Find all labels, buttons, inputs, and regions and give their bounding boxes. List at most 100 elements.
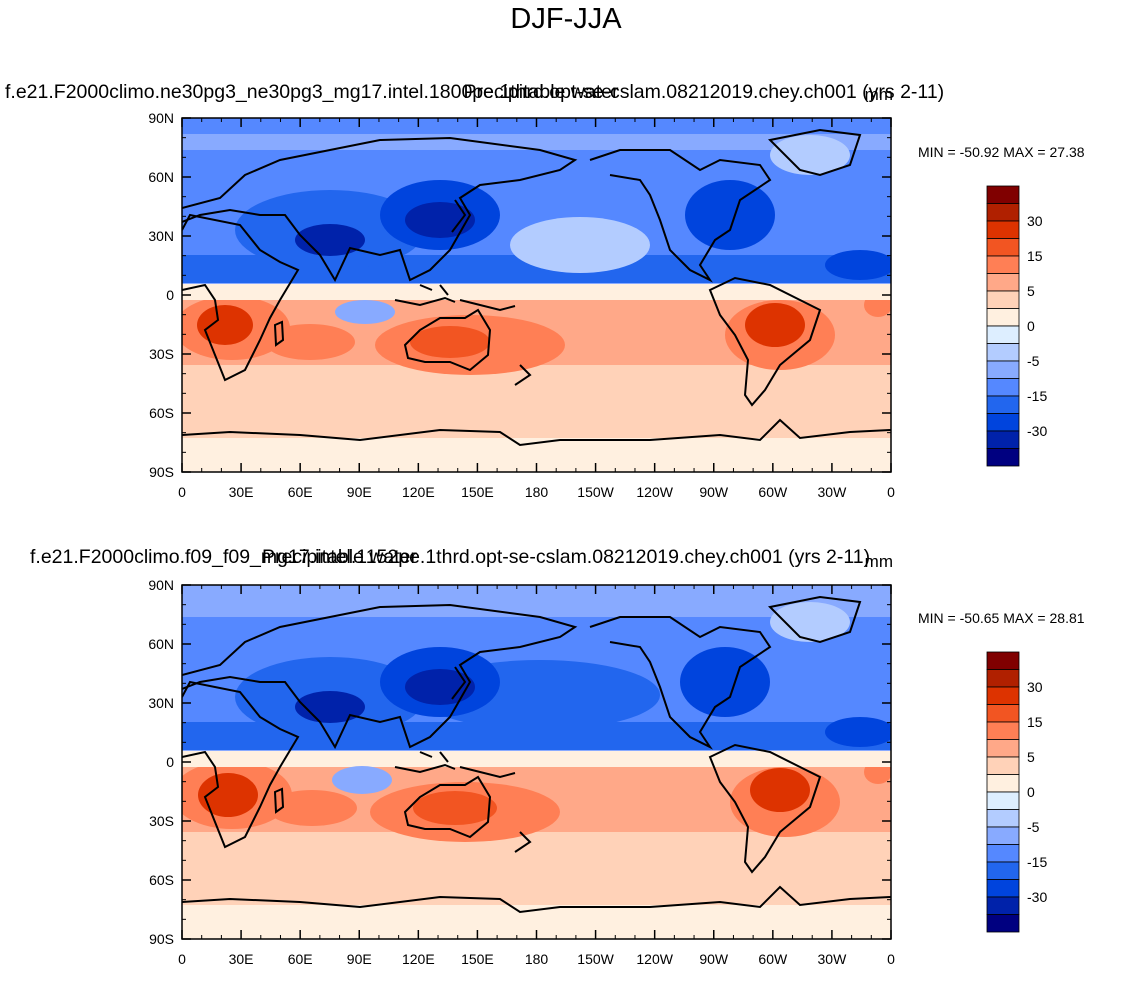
x-tick-label: 60E xyxy=(288,484,313,500)
panel-2-colorbar: 30 15 5 0 -5 -15 -30 xyxy=(986,651,1047,933)
panel-2-coast-africa xyxy=(182,680,300,849)
colorbar-swatch xyxy=(986,809,1020,828)
panel-1-coast-africa xyxy=(182,213,300,382)
figure-title: DJF-JJA xyxy=(510,3,622,35)
panel-1-coast-nz xyxy=(514,364,532,386)
x-tick-label: 150E xyxy=(461,484,494,500)
panel-2-coast-japan xyxy=(451,666,467,700)
panel-2-blob-japan-core xyxy=(405,669,475,705)
panel-1-blob-pacific-light xyxy=(510,217,650,273)
colorbar-swatch xyxy=(986,273,1020,292)
panel-1-variable-label: Precipitable water xyxy=(464,81,619,103)
colorbar-label: -5 xyxy=(1027,353,1040,369)
x-tick-label: 120E xyxy=(402,484,435,500)
panel-1-blob-namerica xyxy=(685,180,775,250)
colorbar-swatch xyxy=(986,308,1020,327)
colorbar-label: 15 xyxy=(1027,248,1043,264)
panel-1-y-ticks: 90N 60N 30N 0 30S 60S 90S xyxy=(148,110,891,480)
y-tick-label: 60S xyxy=(149,405,174,421)
x-tick-label: 120E xyxy=(402,951,435,967)
panel-2-coast-antarctica xyxy=(182,885,891,914)
panel-1-colorbar: 30 15 5 0 -5 -15 -30 xyxy=(986,185,1047,467)
panel-1-x-ticks: 0 30E 60E 90E 120E 150E 180 150W 120W 90W 60W 30W 0 xyxy=(178,118,895,500)
y-tick-label: 60N xyxy=(148,636,174,652)
colorbar-swatch xyxy=(986,343,1020,362)
colorbar-swatch xyxy=(986,325,1020,344)
x-tick-label: 90W xyxy=(699,484,729,500)
panel-1-coast-indonesia xyxy=(394,284,516,312)
y-tick-label: 0 xyxy=(166,287,174,303)
panel-2-minmax: MIN = -50.65 MAX = 28.81 xyxy=(918,610,1085,626)
x-tick-label: 180 xyxy=(525,951,549,967)
colorbar-swatch xyxy=(986,721,1020,740)
panel-1-blob-indian xyxy=(265,324,355,360)
colorbar-swatch xyxy=(986,255,1020,274)
panel-2-x-ticks: 0 30E 60E 90E 120E 150E 180 150W 120W 90W 60W 30W 0 xyxy=(178,585,895,967)
panel-2-coast-indonesia xyxy=(394,751,516,779)
x-tick-label: 30W xyxy=(818,484,848,500)
colorbar-swatch xyxy=(986,238,1020,257)
colorbar-swatch xyxy=(986,914,1020,933)
colorbar-label: -15 xyxy=(1027,854,1047,870)
y-tick-label: 90S xyxy=(149,464,174,480)
panel-1-blob-greenland xyxy=(770,135,850,175)
panel-2-blob-greenland xyxy=(770,602,850,642)
x-tick-label: 30E xyxy=(229,484,254,500)
panel-2: f.e21.F2000climo.f09_f09_mg17.intel.1152… xyxy=(30,546,1085,967)
panel-2-coastlines xyxy=(182,595,891,914)
colorbar-swatch xyxy=(986,844,1020,863)
colorbar-label: 5 xyxy=(1027,749,1035,765)
panel-2-case-label: f.e21.F2000climo.f09_f09_mg17.intel.1152… xyxy=(30,546,870,568)
colorbar-swatch xyxy=(986,220,1020,239)
panel-2-coast-nz xyxy=(514,831,532,853)
panel-1-coast-greenland xyxy=(767,128,862,177)
panel-1: f.e21.F2000climo.ne30pg3_ne30pg3_mg17.in… xyxy=(5,81,1085,500)
colorbar-swatch xyxy=(986,774,1020,793)
panel-2-band-eq xyxy=(182,749,891,767)
panel-2-coast-samerica xyxy=(708,743,822,874)
panel-1-coast-madagascar xyxy=(273,320,285,347)
panel-2-coast-greenland xyxy=(767,595,862,644)
panel-1-blob-wpac-cool xyxy=(335,300,395,324)
panel-2-blob-australia-core xyxy=(413,791,497,825)
colorbar-label: -5 xyxy=(1027,819,1040,835)
panel-2-blob-samerica-core xyxy=(750,768,810,812)
panel-2-blob-africa-core xyxy=(198,773,258,817)
panel-1-blob-japan-core xyxy=(405,202,475,238)
x-tick-label: 150W xyxy=(577,484,614,500)
y-tick-label: 90S xyxy=(149,931,174,947)
panel-1-band-eq xyxy=(182,282,891,300)
x-tick-label: 150W xyxy=(577,951,614,967)
colorbar-swatch xyxy=(986,826,1020,845)
x-tick-label: 30E xyxy=(229,951,254,967)
panel-2-blob-wpac-cool xyxy=(332,766,392,794)
y-tick-label: 30S xyxy=(149,813,174,829)
panel-2-blob-indian xyxy=(267,790,357,826)
colorbar-swatch xyxy=(986,896,1020,915)
colorbar-swatch xyxy=(986,378,1020,397)
panel-2-field xyxy=(182,585,891,939)
panel-2-blob-namerica xyxy=(680,647,770,717)
x-tick-label: 30W xyxy=(818,951,848,967)
colorbar-label: -30 xyxy=(1027,423,1047,439)
colorbar-label: 0 xyxy=(1027,784,1035,800)
colorbar-label: 0 xyxy=(1027,318,1035,334)
panel-1-coast-namerica xyxy=(589,149,772,283)
colorbar-label: 30 xyxy=(1027,213,1043,229)
panel-1-coast-eurasia xyxy=(182,136,578,283)
panel-1-blob-atl-cool xyxy=(825,250,891,280)
panel-2-blob-atl-cool xyxy=(825,717,891,747)
colorbar-swatch xyxy=(986,290,1020,309)
x-tick-label: 0 xyxy=(178,951,186,967)
colorbar-swatch xyxy=(986,430,1020,449)
panel-1-map xyxy=(182,118,891,472)
panel-1-field xyxy=(182,118,891,472)
y-tick-label: 90N xyxy=(148,110,174,126)
colorbar-swatch xyxy=(986,203,1020,222)
panel-2-coast-madagascar xyxy=(273,787,285,814)
panel-1-blob-australia-core xyxy=(410,326,490,358)
y-tick-label: 30N xyxy=(148,695,174,711)
panel-2-frame: 0 30E 60E 90E 120E 150E 180 150W 120W 90W 60W 30W 0 … xyxy=(148,577,895,967)
colorbar-swatch xyxy=(986,448,1020,467)
